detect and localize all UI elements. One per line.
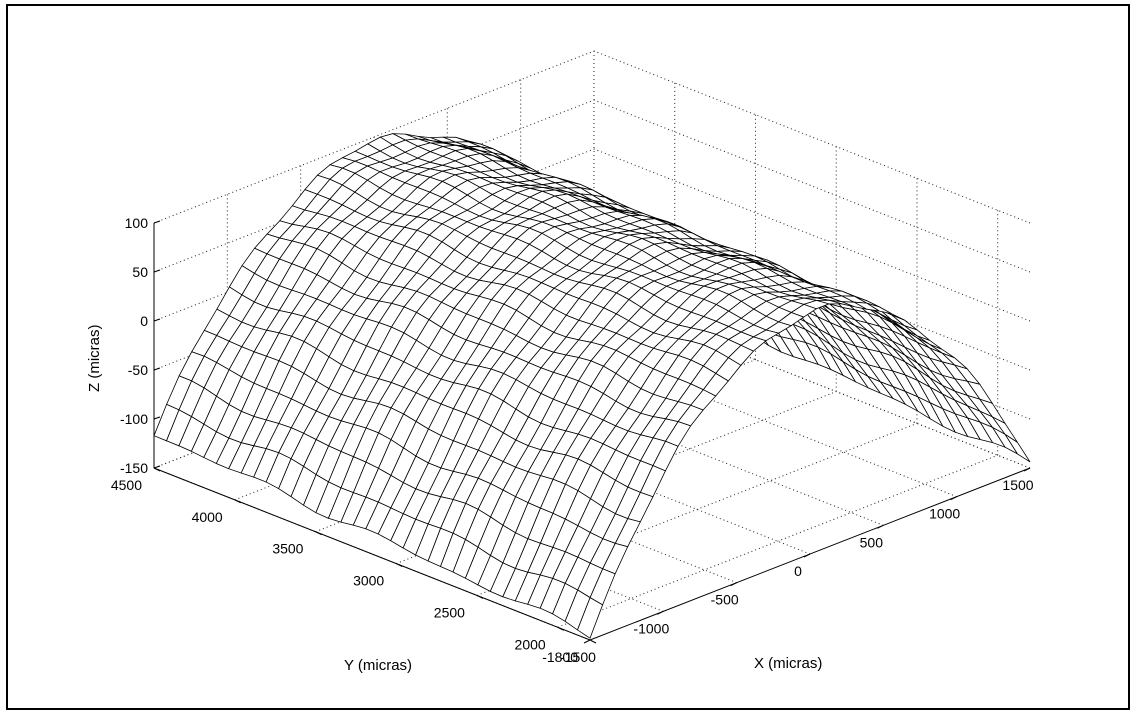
x-axis-title: X (micras)	[754, 655, 822, 672]
x-tick-label: 1000	[929, 506, 960, 522]
z-tick-label: -50	[128, 362, 148, 378]
z-tick-label: -150	[120, 460, 148, 476]
x-tick	[1023, 467, 1031, 472]
side-wall-grid-line-z	[593, 50, 1031, 224]
y-tick-label: 3000	[353, 573, 384, 589]
z-tick-label: 0	[140, 313, 148, 329]
y-tick-label: 4000	[192, 509, 223, 525]
x-tick	[657, 610, 664, 615]
y-tick-label: -1800	[542, 649, 578, 665]
y-tick	[395, 563, 403, 568]
x-tick	[803, 553, 811, 558]
surface-cell	[577, 597, 604, 639]
z-tick	[153, 269, 161, 273]
y-tick	[315, 531, 322, 536]
z-tick-label: -100	[120, 411, 148, 427]
x-tick	[583, 639, 591, 644]
z-tick	[153, 318, 161, 322]
z-tick-label: 50	[132, 264, 148, 280]
x-tick-label: -1000	[633, 620, 669, 636]
back-wall-grid-line-z	[153, 50, 595, 224]
y-tick-label: 3500	[272, 541, 303, 557]
z-tick	[153, 367, 161, 371]
surface-mesh	[153, 133, 1031, 639]
y-tick	[557, 626, 564, 631]
label-layer: X (micras) Y (micras) Z (micras) -1500-1…	[86, 215, 1034, 674]
y-axis-line	[153, 467, 591, 641]
x-tick-label: 1500	[1002, 477, 1033, 493]
x-tick-label: -1500	[560, 649, 596, 665]
x-tick-label: 500	[860, 534, 884, 550]
y-tick	[234, 499, 241, 504]
x-tick	[950, 496, 957, 501]
x-tick	[877, 524, 884, 529]
y-tick-label: 2000	[515, 636, 546, 652]
z-tick	[153, 220, 161, 224]
y-tick-label: 2500	[434, 604, 465, 620]
z-tick-label: 100	[125, 215, 149, 231]
z-tick	[153, 465, 161, 469]
y-tick	[476, 594, 484, 599]
x-tick	[730, 582, 737, 587]
y-axis-title: Y (micras)	[344, 657, 412, 674]
y-tick-label: 4500	[111, 477, 142, 493]
floor-grid-line-y	[557, 454, 998, 628]
y-tick	[589, 639, 597, 644]
z-tick	[153, 416, 161, 420]
axis-layer	[153, 220, 1031, 644]
x-tick-label: -500	[711, 592, 739, 608]
z-axis-title: Z (micras)	[86, 325, 103, 393]
x-tick-label: 0	[794, 563, 802, 579]
floor-grid-line-y	[476, 422, 918, 596]
y-tick	[153, 467, 161, 472]
